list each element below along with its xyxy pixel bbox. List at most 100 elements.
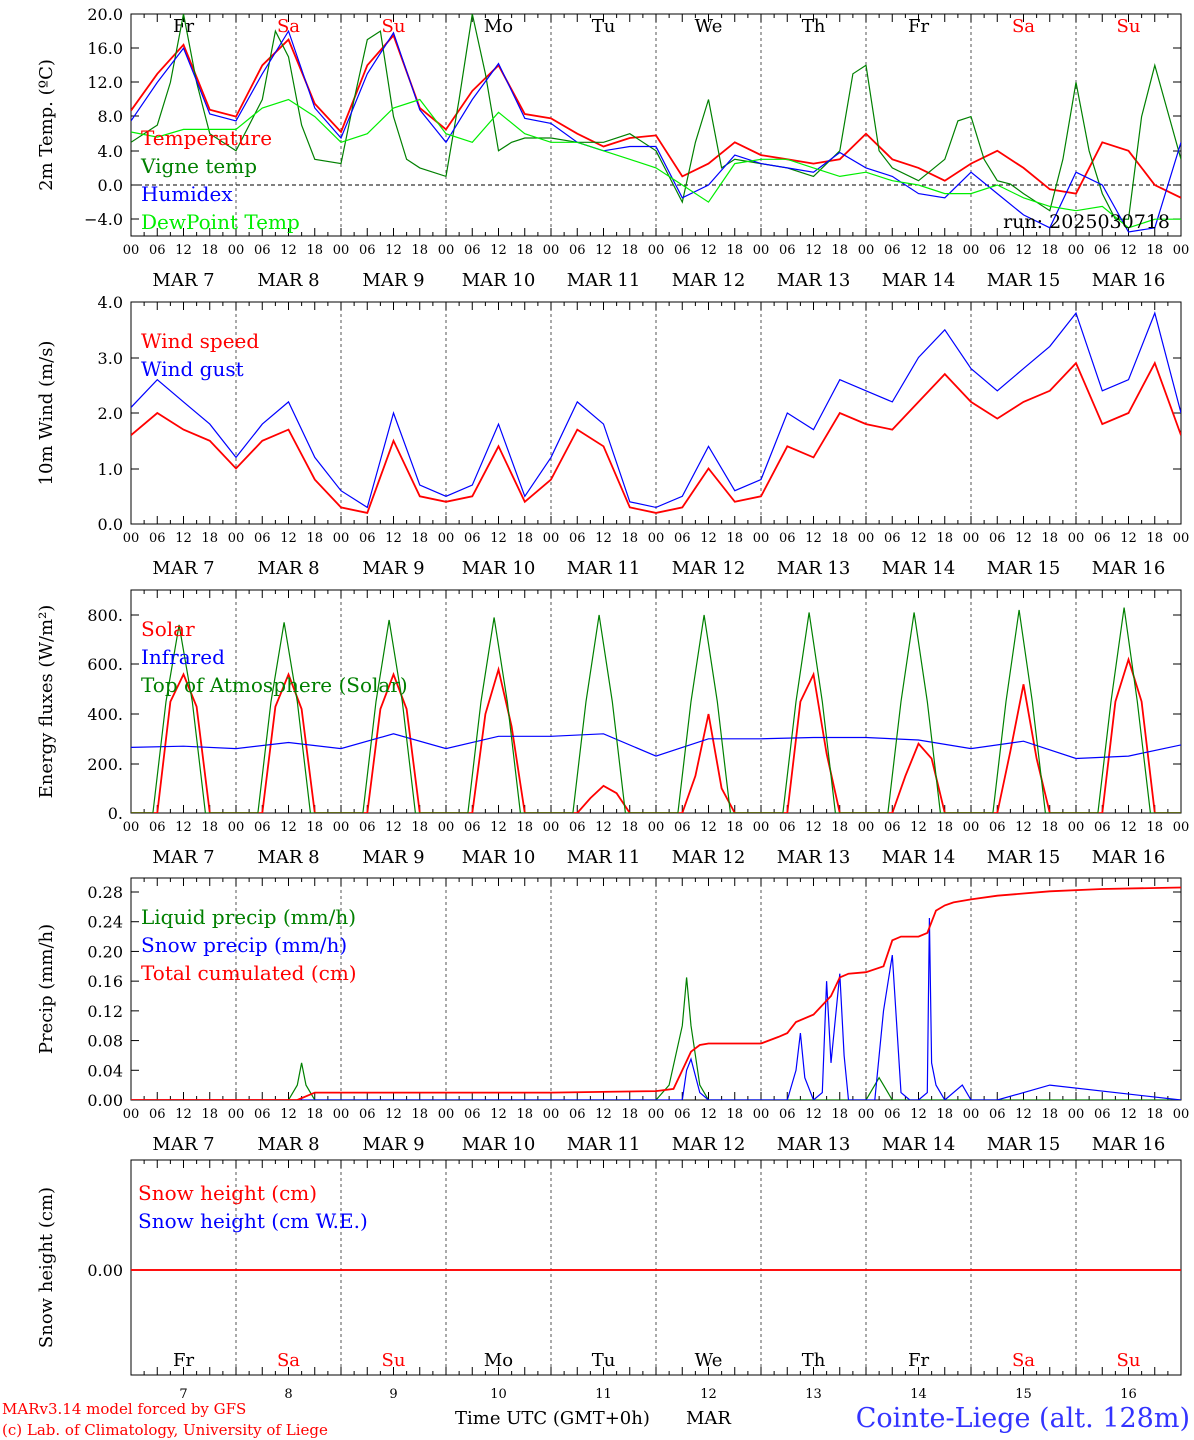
x-axis-month: MAR bbox=[686, 1408, 731, 1429]
date-label: MAR 12 bbox=[672, 558, 746, 579]
hour-label: 18 bbox=[1146, 243, 1163, 258]
hour-label: 00 bbox=[438, 820, 455, 835]
legend-entry: Snow height (cm W.E.) bbox=[138, 1209, 368, 1233]
weekday-label: Fr bbox=[908, 1350, 929, 1371]
y-tick-label: 800. bbox=[87, 606, 123, 625]
hour-label: 18 bbox=[936, 243, 953, 258]
hour-label: 06 bbox=[359, 820, 376, 835]
hour-label: 00 bbox=[333, 243, 350, 258]
hour-label: 06 bbox=[779, 243, 796, 258]
y-tick-label: 1.0 bbox=[98, 460, 123, 479]
y-axis-title: 10m Wind (m/s) bbox=[36, 341, 57, 486]
date-label: MAR 15 bbox=[987, 270, 1061, 291]
station-label: Cointe-Liege (alt. 128m) bbox=[856, 1403, 1190, 1434]
hour-label: 00 bbox=[648, 531, 665, 546]
legend-entry: Snow precip (mm/h) bbox=[141, 933, 347, 957]
hour-label: 00 bbox=[858, 820, 875, 835]
weekday-label: Su bbox=[382, 16, 406, 37]
hour-label: 12 bbox=[910, 243, 927, 258]
hour-label: 00 bbox=[858, 1107, 875, 1122]
hour-label: 06 bbox=[254, 531, 271, 546]
hour-label: 00 bbox=[1173, 1107, 1190, 1122]
date-label: MAR 14 bbox=[882, 847, 956, 868]
weekday-label: Th bbox=[802, 16, 826, 37]
hour-label: 00 bbox=[228, 243, 245, 258]
hour-label: 00 bbox=[543, 243, 560, 258]
hour-label: 12 bbox=[490, 820, 507, 835]
hour-label: 12 bbox=[385, 1107, 402, 1122]
hour-label: 00 bbox=[858, 531, 875, 546]
hour-label: 12 bbox=[280, 820, 297, 835]
hour-label: 00 bbox=[123, 531, 140, 546]
date-label: MAR 12 bbox=[672, 1134, 746, 1155]
hour-label: 00 bbox=[753, 243, 770, 258]
hour-label: 12 bbox=[490, 531, 507, 546]
weekday-label: Fr bbox=[173, 16, 194, 37]
y-tick-label: 0.20 bbox=[87, 942, 123, 961]
legend-entry: Wind speed bbox=[141, 329, 259, 353]
y-tick-label: 0.0 bbox=[98, 176, 123, 195]
hour-label: 18 bbox=[936, 531, 953, 546]
weekday-label: We bbox=[695, 16, 723, 37]
hour-label: 06 bbox=[1094, 243, 1111, 258]
x-axis-title: Time UTC (GMT+0h) bbox=[455, 1408, 650, 1429]
y-axis-title: 2m Temp. (ºC) bbox=[36, 59, 57, 191]
day-number-label: 14 bbox=[910, 1387, 927, 1402]
y-tick-label: 4.0 bbox=[98, 142, 123, 161]
day-number-label: 16 bbox=[1120, 1387, 1137, 1402]
date-label: MAR 13 bbox=[777, 1134, 851, 1155]
y-tick-label: 3.0 bbox=[98, 349, 123, 368]
hour-label: 00 bbox=[228, 1107, 245, 1122]
hour-label: 12 bbox=[1015, 531, 1032, 546]
hour-label: 18 bbox=[936, 820, 953, 835]
hour-label: 06 bbox=[464, 243, 481, 258]
panel-2: 4.0 3.0 2.0 1.0 0.0 10m Wind (m/s) 00 06 12 18 MAR… bbox=[36, 293, 1189, 579]
panel-5: 0.00 Snow height (cm) Fr Sa Su Mo Tu We Th Fr Sa Su… bbox=[36, 1159, 1182, 1402]
date-label: MAR 13 bbox=[777, 270, 851, 291]
hour-label: 06 bbox=[464, 820, 481, 835]
hour-label: 06 bbox=[989, 1107, 1006, 1122]
legend-entry: DewPoint Temp bbox=[141, 210, 300, 234]
hour-label: 18 bbox=[1041, 243, 1058, 258]
hour-label: 18 bbox=[411, 531, 428, 546]
date-label: MAR 10 bbox=[462, 1134, 536, 1155]
weekday-label: We bbox=[695, 1350, 723, 1371]
date-label: MAR 9 bbox=[362, 270, 424, 291]
hour-label: 12 bbox=[175, 243, 192, 258]
hour-label: 00 bbox=[333, 1107, 350, 1122]
hour-label: 18 bbox=[1041, 531, 1058, 546]
date-label: MAR 11 bbox=[567, 558, 641, 579]
hour-label: 06 bbox=[674, 243, 691, 258]
y-tick-label: 0.04 bbox=[87, 1061, 123, 1080]
panel-frame bbox=[130, 589, 1182, 814]
hour-label: 18 bbox=[411, 820, 428, 835]
series-line-top-of-atmosphere-solar- bbox=[131, 607, 1181, 813]
legend-entry: Wind gust bbox=[141, 357, 244, 381]
date-label: MAR 9 bbox=[362, 1134, 424, 1155]
series-line-wind-speed bbox=[131, 360, 1181, 514]
hour-label: 00 bbox=[963, 531, 980, 546]
weekday-label: Fr bbox=[173, 1350, 194, 1371]
hour-label: 12 bbox=[1015, 1107, 1032, 1122]
weekday-label: Sa bbox=[1012, 16, 1035, 37]
hour-label: 00 bbox=[753, 1107, 770, 1122]
date-label: MAR 7 bbox=[152, 1134, 214, 1155]
hour-label: 18 bbox=[201, 1107, 218, 1122]
day-number-label: 9 bbox=[389, 1387, 397, 1402]
hour-label: 18 bbox=[621, 243, 638, 258]
hour-label: 12 bbox=[910, 820, 927, 835]
date-label: MAR 16 bbox=[1092, 558, 1166, 579]
hour-label: 00 bbox=[1068, 243, 1085, 258]
hour-label: 18 bbox=[201, 531, 218, 546]
y-tick-label: 16.0 bbox=[87, 39, 123, 58]
legend-entry: Liquid precip (mm/h) bbox=[141, 905, 356, 929]
y-tick-label: 2.0 bbox=[98, 404, 123, 423]
hour-label: 18 bbox=[1146, 1107, 1163, 1122]
series-line-infrared bbox=[131, 733, 1181, 760]
series-line-dewpoint-temp bbox=[131, 98, 1181, 229]
hour-label: 06 bbox=[149, 243, 166, 258]
hour-label: 18 bbox=[1146, 531, 1163, 546]
hour-label: 00 bbox=[963, 1107, 980, 1122]
hour-label: 18 bbox=[621, 1107, 638, 1122]
y-tick-label: 400. bbox=[87, 705, 123, 724]
